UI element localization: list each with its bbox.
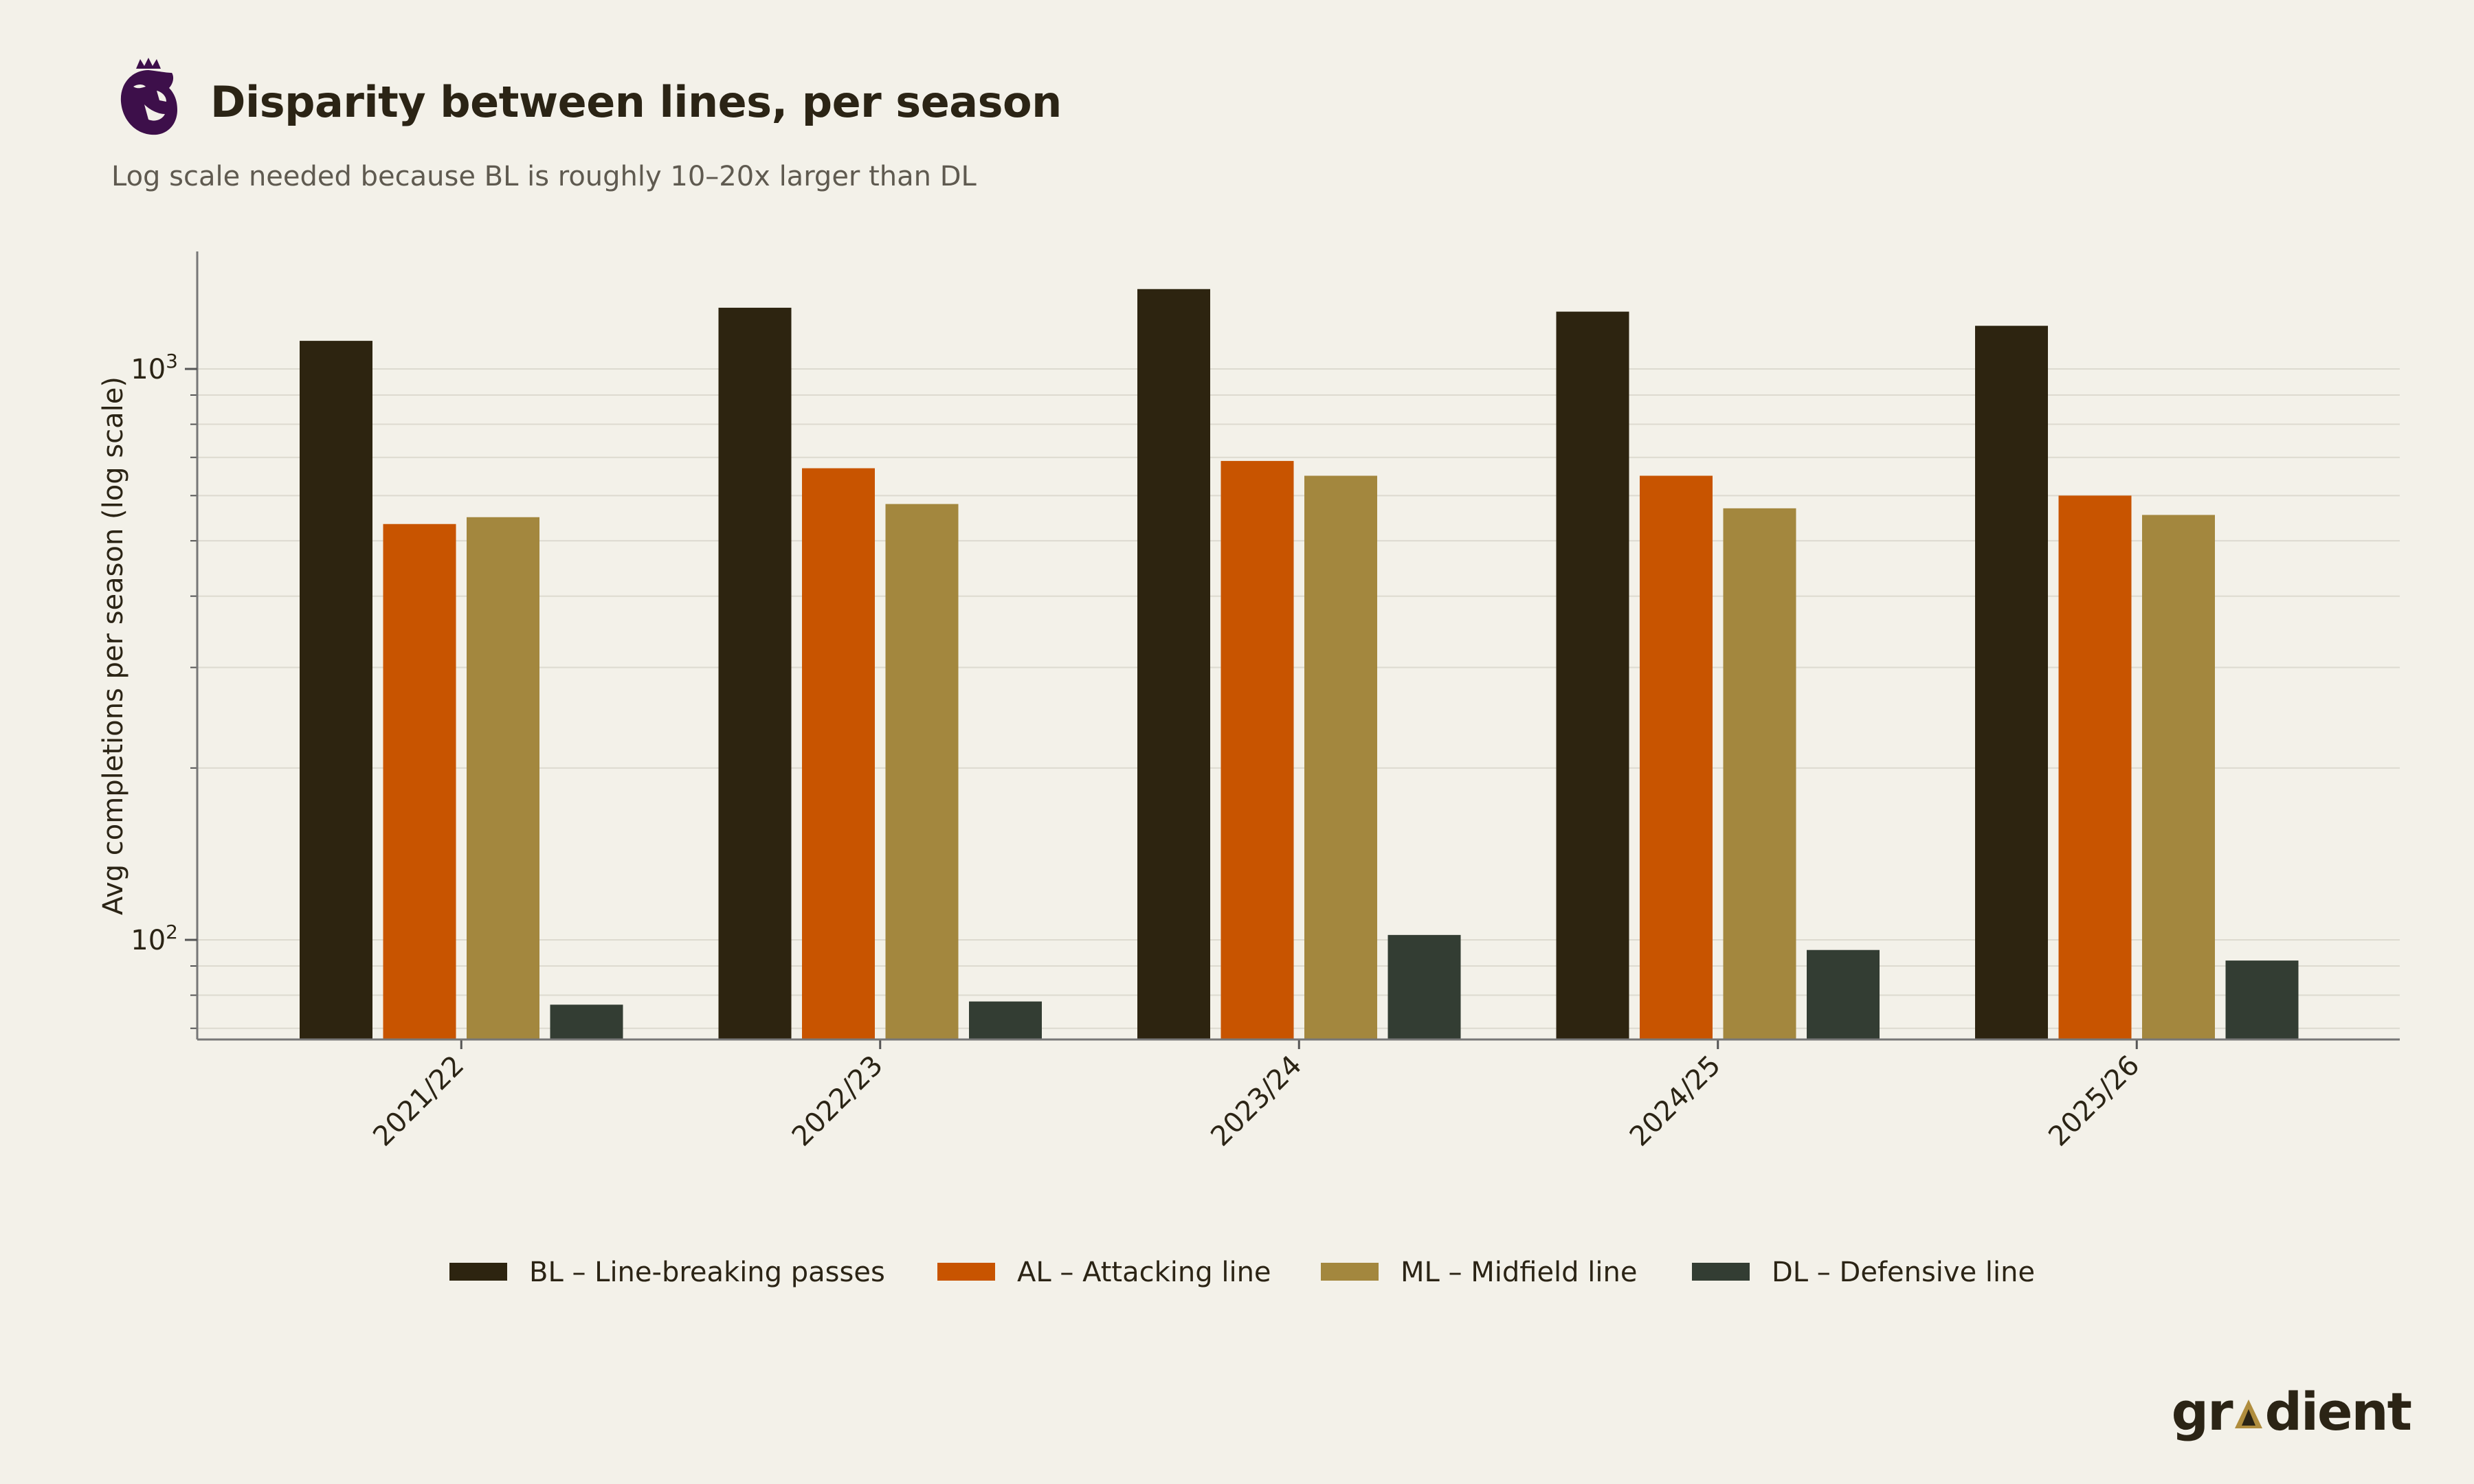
legend-swatch bbox=[937, 1263, 995, 1281]
legend-label: ML – Midfield line bbox=[1401, 1257, 1637, 1288]
bar-1-0 bbox=[383, 524, 456, 1039]
bar-1-2 bbox=[1221, 460, 1294, 1039]
bar-3-2 bbox=[1388, 934, 1461, 1039]
triangle-icon bbox=[2234, 1399, 2262, 1428]
chart-title: Disparity between lines, per season bbox=[210, 77, 1062, 127]
bar-1-3 bbox=[1640, 475, 1713, 1039]
gradient-logo: gr dient bbox=[2171, 1381, 2412, 1442]
y-tick-label: 102 bbox=[131, 921, 178, 956]
legend-swatch bbox=[1692, 1263, 1750, 1281]
bar-1-1 bbox=[802, 468, 875, 1039]
bar-2-2 bbox=[1304, 475, 1377, 1039]
bar-2-1 bbox=[885, 504, 959, 1039]
x-tick-label: 2023/24 bbox=[1205, 1050, 1308, 1153]
bar-2-3 bbox=[1723, 508, 1796, 1039]
bar-3-3 bbox=[1807, 949, 1880, 1039]
legend-label: BL – Line-breaking passes bbox=[529, 1257, 885, 1288]
bar-3-1 bbox=[969, 1001, 1042, 1039]
bar-0-4 bbox=[1975, 326, 2048, 1040]
x-tick-label: 2022/23 bbox=[786, 1050, 889, 1153]
bar-0-3 bbox=[1556, 311, 1629, 1040]
league-lion-logo bbox=[120, 58, 177, 135]
bar-0-1 bbox=[718, 307, 792, 1040]
x-tick-label: 2024/25 bbox=[1624, 1050, 1727, 1153]
bars bbox=[300, 289, 2299, 1040]
y-axis-label: Avg completions per season (log scale) bbox=[98, 376, 129, 915]
legend-label: AL – Attacking line bbox=[1017, 1257, 1271, 1288]
bar-2-4 bbox=[2142, 515, 2215, 1039]
bar-0-2 bbox=[1137, 289, 1210, 1039]
chart-subtitle: Log scale needed because BL is roughly 1… bbox=[111, 161, 977, 192]
legend: BL – Line-breaking passes AL – Attacking … bbox=[449, 1257, 2035, 1288]
bar-3-4 bbox=[2225, 960, 2299, 1039]
bar-1-4 bbox=[2058, 495, 2132, 1039]
bar-0-0 bbox=[300, 341, 372, 1039]
legend-swatch bbox=[449, 1263, 507, 1281]
x-tick-label: 2021/22 bbox=[367, 1050, 470, 1153]
bar-2-0 bbox=[467, 517, 539, 1039]
bar-3-0 bbox=[550, 1004, 623, 1039]
x-tick-label: 2025/26 bbox=[2042, 1050, 2146, 1153]
y-tick-label: 103 bbox=[131, 350, 178, 385]
legend-swatch bbox=[1321, 1263, 1379, 1281]
legend-label: DL – Defensive line bbox=[1772, 1257, 2035, 1288]
